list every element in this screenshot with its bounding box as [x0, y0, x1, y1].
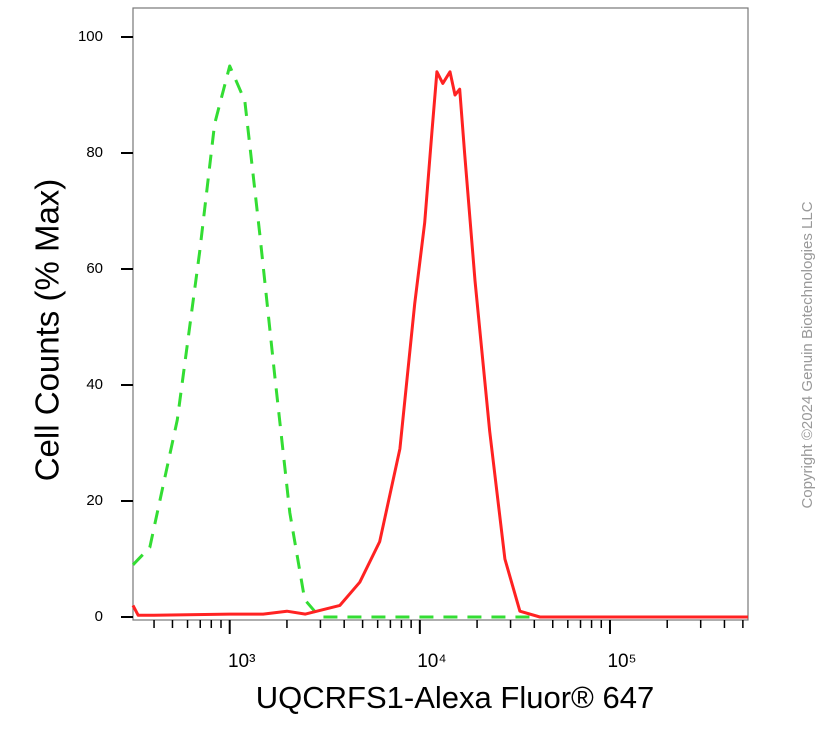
y-tick-label: 80: [86, 144, 103, 161]
y-tick-label: 60: [86, 260, 103, 277]
copyright: Copyright ©2024 Genuin Biotechnologies L…: [799, 201, 816, 508]
y-tick-label: 0: [95, 608, 103, 625]
x-tick-label: 10⁴: [417, 651, 446, 672]
y-tick-label: 40: [86, 376, 103, 393]
y-tick-label: 100: [78, 28, 103, 45]
series-line: [131, 70, 748, 619]
x-axis-label: UQCRFS1-Alexa Fluor® 647: [256, 680, 654, 715]
series-line: [131, 64, 748, 619]
y-tick-label: 20: [86, 492, 103, 509]
plot-frame: [132, 7, 749, 621]
x-tick-label: 10³: [228, 651, 255, 672]
y-axis-label: Cell Counts (% Max): [29, 179, 66, 482]
x-tick-label: 10⁵: [607, 651, 636, 672]
